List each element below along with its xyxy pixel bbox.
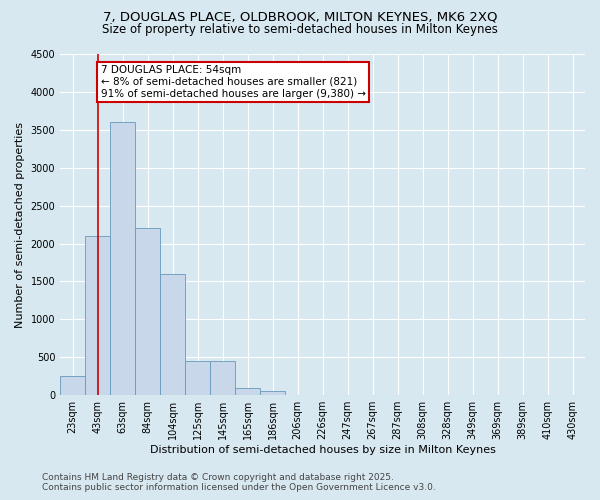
Bar	[185, 361, 210, 395]
Y-axis label: Number of semi-detached properties: Number of semi-detached properties	[15, 122, 25, 328]
Text: Size of property relative to semi-detached houses in Milton Keynes: Size of property relative to semi-detach…	[102, 22, 498, 36]
Bar	[235, 388, 260, 395]
Bar	[110, 122, 135, 395]
Bar	[60, 376, 85, 395]
Text: 7, DOUGLAS PLACE, OLDBROOK, MILTON KEYNES, MK6 2XQ: 7, DOUGLAS PLACE, OLDBROOK, MILTON KEYNE…	[103, 10, 497, 23]
Bar	[260, 390, 285, 395]
X-axis label: Distribution of semi-detached houses by size in Milton Keynes: Distribution of semi-detached houses by …	[149, 445, 496, 455]
Text: 7 DOUGLAS PLACE: 54sqm
← 8% of semi-detached houses are smaller (821)
91% of sem: 7 DOUGLAS PLACE: 54sqm ← 8% of semi-deta…	[101, 66, 365, 98]
Bar	[160, 274, 185, 395]
Bar	[85, 236, 110, 395]
Bar	[210, 361, 235, 395]
Text: Contains HM Land Registry data © Crown copyright and database right 2025.
Contai: Contains HM Land Registry data © Crown c…	[42, 473, 436, 492]
Bar	[135, 228, 160, 395]
